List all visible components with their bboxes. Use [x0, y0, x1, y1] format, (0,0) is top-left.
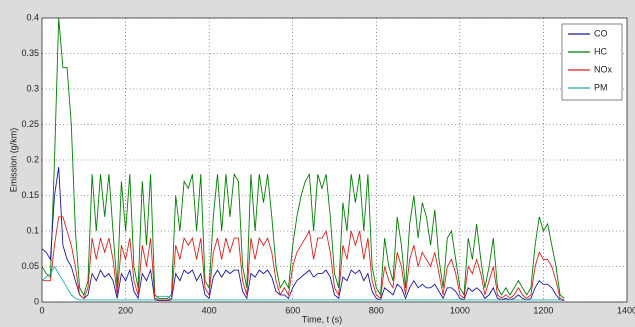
x-tick-label: 1200 [533, 305, 553, 315]
legend-box [561, 23, 623, 101]
series-line [41, 167, 565, 302]
y-tick-label: 0.4 [26, 12, 39, 22]
y-tick-label: 0.1 [26, 225, 39, 235]
series-line [41, 265, 565, 301]
y-tick-label: 0.05 [21, 261, 39, 271]
series-line [41, 17, 565, 299]
x-axis-label: Time, t (s) [302, 314, 342, 324]
x-tick-label: 400 [202, 305, 217, 315]
x-tick-label: 600 [285, 305, 300, 315]
y-axis-label: Emission (g/km) [8, 128, 18, 193]
y-tick-label: 0.25 [21, 119, 39, 129]
y-tick-label: 0.15 [21, 190, 39, 200]
x-tick-label: 1400 [617, 305, 635, 315]
legend-label: CO [594, 28, 608, 38]
y-tick-label: 0.2 [26, 154, 39, 164]
legend-label: PM [594, 82, 608, 92]
x-tick-label: 800 [369, 305, 384, 315]
legend-label: HC [594, 46, 607, 56]
legend-label: NOx [594, 64, 613, 74]
x-tick-label: 1000 [450, 305, 470, 315]
x-tick-label: 200 [118, 305, 133, 315]
y-tick-label: 0 [34, 296, 39, 306]
y-tick-label: 0.35 [21, 48, 39, 58]
series-line [42, 216, 565, 301]
y-tick-label: 0.3 [26, 83, 39, 93]
x-tick-label: 0 [39, 305, 44, 315]
